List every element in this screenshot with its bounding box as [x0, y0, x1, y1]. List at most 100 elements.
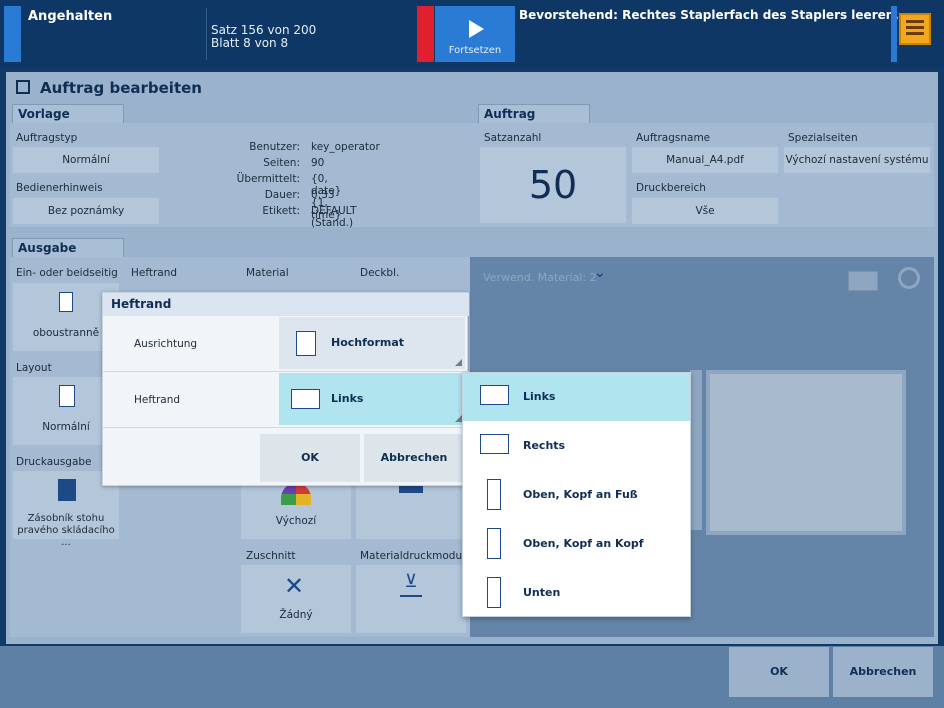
window-titlebar: Auftrag bearbeiten — [6, 72, 938, 100]
book-view-icon[interactable] — [848, 271, 878, 291]
used-material-label: Verwend. Material: 2 — [483, 271, 597, 284]
heftrand-dialog: Heftrand Ausrichtung Hochformat Heftrand… — [102, 292, 469, 486]
option-links[interactable]: Links — [463, 373, 690, 421]
auftragsname-field[interactable]: Manual_A4.pdf — [632, 147, 778, 173]
heftrand-select[interactable]: Links — [279, 373, 465, 425]
satzanzahl-label: Satzanzahl — [484, 132, 542, 144]
cancel-cut-icon: ✕ — [283, 572, 305, 600]
zuschnitt-tile[interactable]: ✕ Žádný — [241, 565, 351, 633]
tab-vorlage[interactable]: Vorlage — [12, 104, 124, 124]
info-key: Benutzer: — [249, 141, 300, 153]
dialog-ok-button[interactable]: OK — [260, 434, 360, 482]
materialdruckmodus-label: Materialdruckmodus — [360, 550, 468, 562]
dialog-cancel-button[interactable]: Abbrechen — [364, 434, 464, 482]
layout-value: Normální — [42, 421, 90, 433]
tab-ausgabe[interactable]: Ausgabe — [12, 238, 124, 258]
einseitig-label: Ein- oder beidseitig — [16, 267, 118, 279]
info-value: key_operator — [311, 141, 380, 153]
option-top-head-to-head[interactable]: Oben, Kopf an Kopf — [463, 520, 690, 568]
ausrichtung-value: Hochformat — [331, 336, 405, 349]
duplex-icon — [59, 292, 73, 312]
portrait-icon — [296, 331, 316, 356]
spezialseiten-field[interactable]: Výchozí nastavení systému — [784, 147, 930, 173]
bedienerhinweis-label: Bedienerhinweis — [16, 182, 103, 194]
print-mode-icon: ⊻ — [400, 571, 422, 597]
info-key: Übermittelt: — [236, 173, 300, 185]
cancel-button[interactable]: Abbrechen — [833, 647, 933, 697]
color-wheel-icon — [281, 483, 311, 505]
status-indicator — [4, 6, 21, 62]
info-value: 90 — [311, 157, 325, 169]
dropdown-corner-icon — [455, 359, 462, 366]
auftrag-panel: Satzanzahl 50 Auftragsname Manual_A4.pdf… — [476, 123, 934, 227]
ausrichtung-label: Ausrichtung — [134, 338, 198, 350]
option-unten[interactable]: Unten — [463, 569, 690, 617]
color-value: Výchozí — [275, 515, 317, 527]
druckausgabe-tile[interactable]: Zásobník stohu pravého skládacího ... — [13, 471, 119, 548]
material-label: Material — [246, 267, 289, 279]
auftragsname-label: Auftragsname — [636, 132, 711, 144]
duplex-value: oboustranně — [32, 327, 100, 339]
sheet-progress: Blatt 8 von 8 — [211, 36, 289, 50]
binding-left-icon — [291, 389, 320, 409]
chevron-down-icon[interactable]: ⌄ — [594, 265, 606, 281]
info-key: Etikett: — [262, 205, 300, 217]
option-label: Oben, Kopf an Kopf — [523, 537, 644, 550]
option-label: Unten — [523, 586, 561, 599]
dialog-title: Heftrand — [103, 293, 469, 316]
ok-button[interactable]: OK — [729, 647, 829, 697]
zuschnitt-value: Žádný — [279, 609, 313, 621]
layout-label: Layout — [16, 362, 52, 374]
divider — [206, 8, 207, 60]
binding-bottom-icon — [487, 577, 501, 608]
alert-indicator — [417, 6, 434, 62]
tray-icon — [58, 479, 76, 501]
druckbereich-label: Druckbereich — [636, 182, 706, 194]
info-key: Seiten: — [263, 157, 300, 169]
duplex-tile[interactable]: oboustranně — [13, 283, 119, 351]
page-preview-inner — [710, 374, 902, 531]
divider — [103, 371, 469, 372]
upcoming-action: Bevorstehend: Rechtes Staplerfach des St… — [519, 8, 899, 22]
binding-top-head-icon — [487, 528, 501, 559]
resume-label: Fortsetzen — [448, 45, 502, 56]
vorlage-panel: Auftragstyp Normální Bedienerhinweis Bez… — [10, 123, 476, 229]
stacker-icon[interactable] — [899, 13, 931, 45]
bedienerhinweis-field[interactable]: Bez poznámky — [13, 198, 159, 224]
druckbereich-field[interactable]: Vše — [632, 198, 778, 224]
druckausgabe-value: Zásobník stohu pravého skládacího ... — [17, 513, 115, 548]
option-top-head-to-foot[interactable]: Oben, Kopf an Fuß — [463, 471, 690, 519]
satzanzahl-field[interactable]: 50 — [480, 147, 626, 223]
layout-tile[interactable]: Normální — [13, 377, 119, 445]
printer-status: Angehalten — [28, 9, 113, 24]
heftrand-row-label: Heftrand — [134, 394, 181, 406]
materialdruckmodus-tile[interactable]: ⊻ — [356, 565, 466, 633]
status-bar: Angehalten Satz 156 von 200 Blatt 8 von … — [0, 0, 944, 68]
tab-auftrag[interactable]: Auftrag — [478, 104, 590, 124]
info-key: Dauer: — [264, 189, 300, 201]
option-rechts[interactable]: Rechts — [463, 422, 690, 470]
window-title: Auftrag bearbeiten — [40, 79, 202, 97]
spezialseiten-label: Spezialseiten — [788, 132, 858, 144]
info-value: DEFAULT (Stand.) — [311, 205, 357, 229]
heftrand-label: Heftrand — [131, 267, 178, 279]
page-preview — [706, 370, 906, 535]
binding-left-icon — [480, 385, 509, 405]
info-value: 0:33 — [311, 189, 335, 201]
binding-right-icon — [480, 434, 509, 454]
ausrichtung-select[interactable]: Hochformat — [279, 317, 465, 369]
auftragstyp-label: Auftragstyp — [16, 132, 78, 144]
edit-icon — [16, 80, 30, 94]
zoom-icon[interactable] — [898, 267, 920, 289]
resume-button[interactable]: Fortsetzen — [435, 6, 515, 62]
set-progress: Satz 156 von 200 — [211, 23, 317, 37]
option-label: Rechts — [523, 439, 566, 452]
option-label: Links — [523, 390, 556, 403]
auftragstyp-field[interactable]: Normální — [13, 147, 159, 173]
druckausgabe-label: Druckausgabe — [16, 456, 92, 468]
heftrand-dropdown: Links Rechts Oben, Kopf an Fuß Oben, Kop… — [462, 372, 691, 617]
info-value: {0, date} {1, time} — [311, 173, 342, 221]
heftrand-value: Links — [331, 392, 364, 405]
layout-icon — [59, 385, 75, 407]
binding-top-icon — [487, 479, 501, 510]
